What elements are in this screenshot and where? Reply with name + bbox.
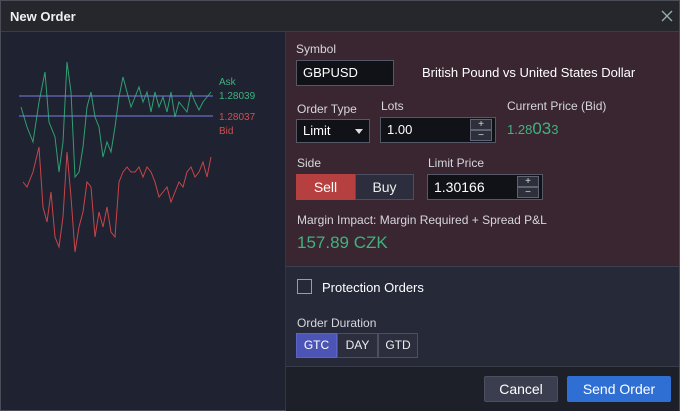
price-part: 3 bbox=[551, 122, 559, 137]
limit-price-increment[interactable]: + bbox=[517, 176, 539, 187]
duration-day[interactable]: DAY bbox=[337, 333, 378, 358]
close-button[interactable] bbox=[661, 10, 673, 22]
protection-checkbox[interactable] bbox=[297, 279, 312, 294]
lots-decrement[interactable]: − bbox=[470, 130, 492, 141]
lots-increment[interactable]: + bbox=[470, 119, 492, 130]
bid-value: 1.28037 bbox=[219, 112, 256, 123]
bid-label: Bid bbox=[219, 126, 233, 137]
symbol-label: Symbol bbox=[296, 42, 337, 56]
duration-gtd[interactable]: GTD bbox=[378, 333, 418, 358]
protection-label: Protection Orders bbox=[322, 280, 424, 295]
title-bar: New Order bbox=[1, 1, 679, 32]
price-chart-panel: Ask 1.28039 1.28037 Bid bbox=[1, 32, 286, 410]
symbol-input[interactable]: GBPUSD bbox=[296, 60, 394, 86]
bid-line bbox=[22, 146, 212, 253]
order-type-value: Limit bbox=[303, 123, 331, 138]
current-price: 1.28033 bbox=[507, 119, 558, 139]
price-pips: 03 bbox=[532, 119, 552, 138]
order-type-select[interactable]: Limit bbox=[296, 119, 370, 143]
ask-line bbox=[20, 61, 212, 179]
current-price-label: Current Price (Bid) bbox=[507, 99, 607, 113]
sell-button[interactable]: Sell bbox=[296, 174, 355, 200]
dialog-title: New Order bbox=[10, 9, 76, 24]
margin-label: Margin Impact: Margin Required + Spread … bbox=[297, 213, 547, 227]
duration-gtc[interactable]: GTC bbox=[296, 333, 337, 358]
price-chart: Ask 1.28039 1.28037 Bid bbox=[19, 61, 256, 253]
limit-price-decrement[interactable]: − bbox=[517, 187, 539, 198]
cancel-button[interactable]: Cancel bbox=[484, 376, 558, 402]
order-form: Symbol GBPUSD British Pound vs United St… bbox=[286, 32, 679, 266]
dialog-footer: Cancel Send Order bbox=[286, 366, 679, 411]
order-options: Protection Orders Order Duration GTC DAY… bbox=[286, 266, 679, 367]
duration-label: Order Duration bbox=[297, 316, 377, 330]
price-part: 1.28 bbox=[507, 122, 533, 137]
send-order-button[interactable]: Send Order bbox=[567, 376, 671, 402]
margin-value: 157.89 CZK bbox=[297, 233, 388, 252]
limit-price-label: Limit Price bbox=[428, 156, 485, 170]
buy-button[interactable]: Buy bbox=[355, 174, 414, 200]
order-type-label: Order Type bbox=[297, 102, 357, 116]
side-label: Side bbox=[297, 156, 322, 170]
lots-label: Lots bbox=[381, 99, 404, 113]
symbol-description: British Pound vs United States Dollar bbox=[422, 65, 636, 80]
ask-label: Ask bbox=[219, 77, 237, 88]
ask-value: 1.28039 bbox=[219, 91, 256, 102]
